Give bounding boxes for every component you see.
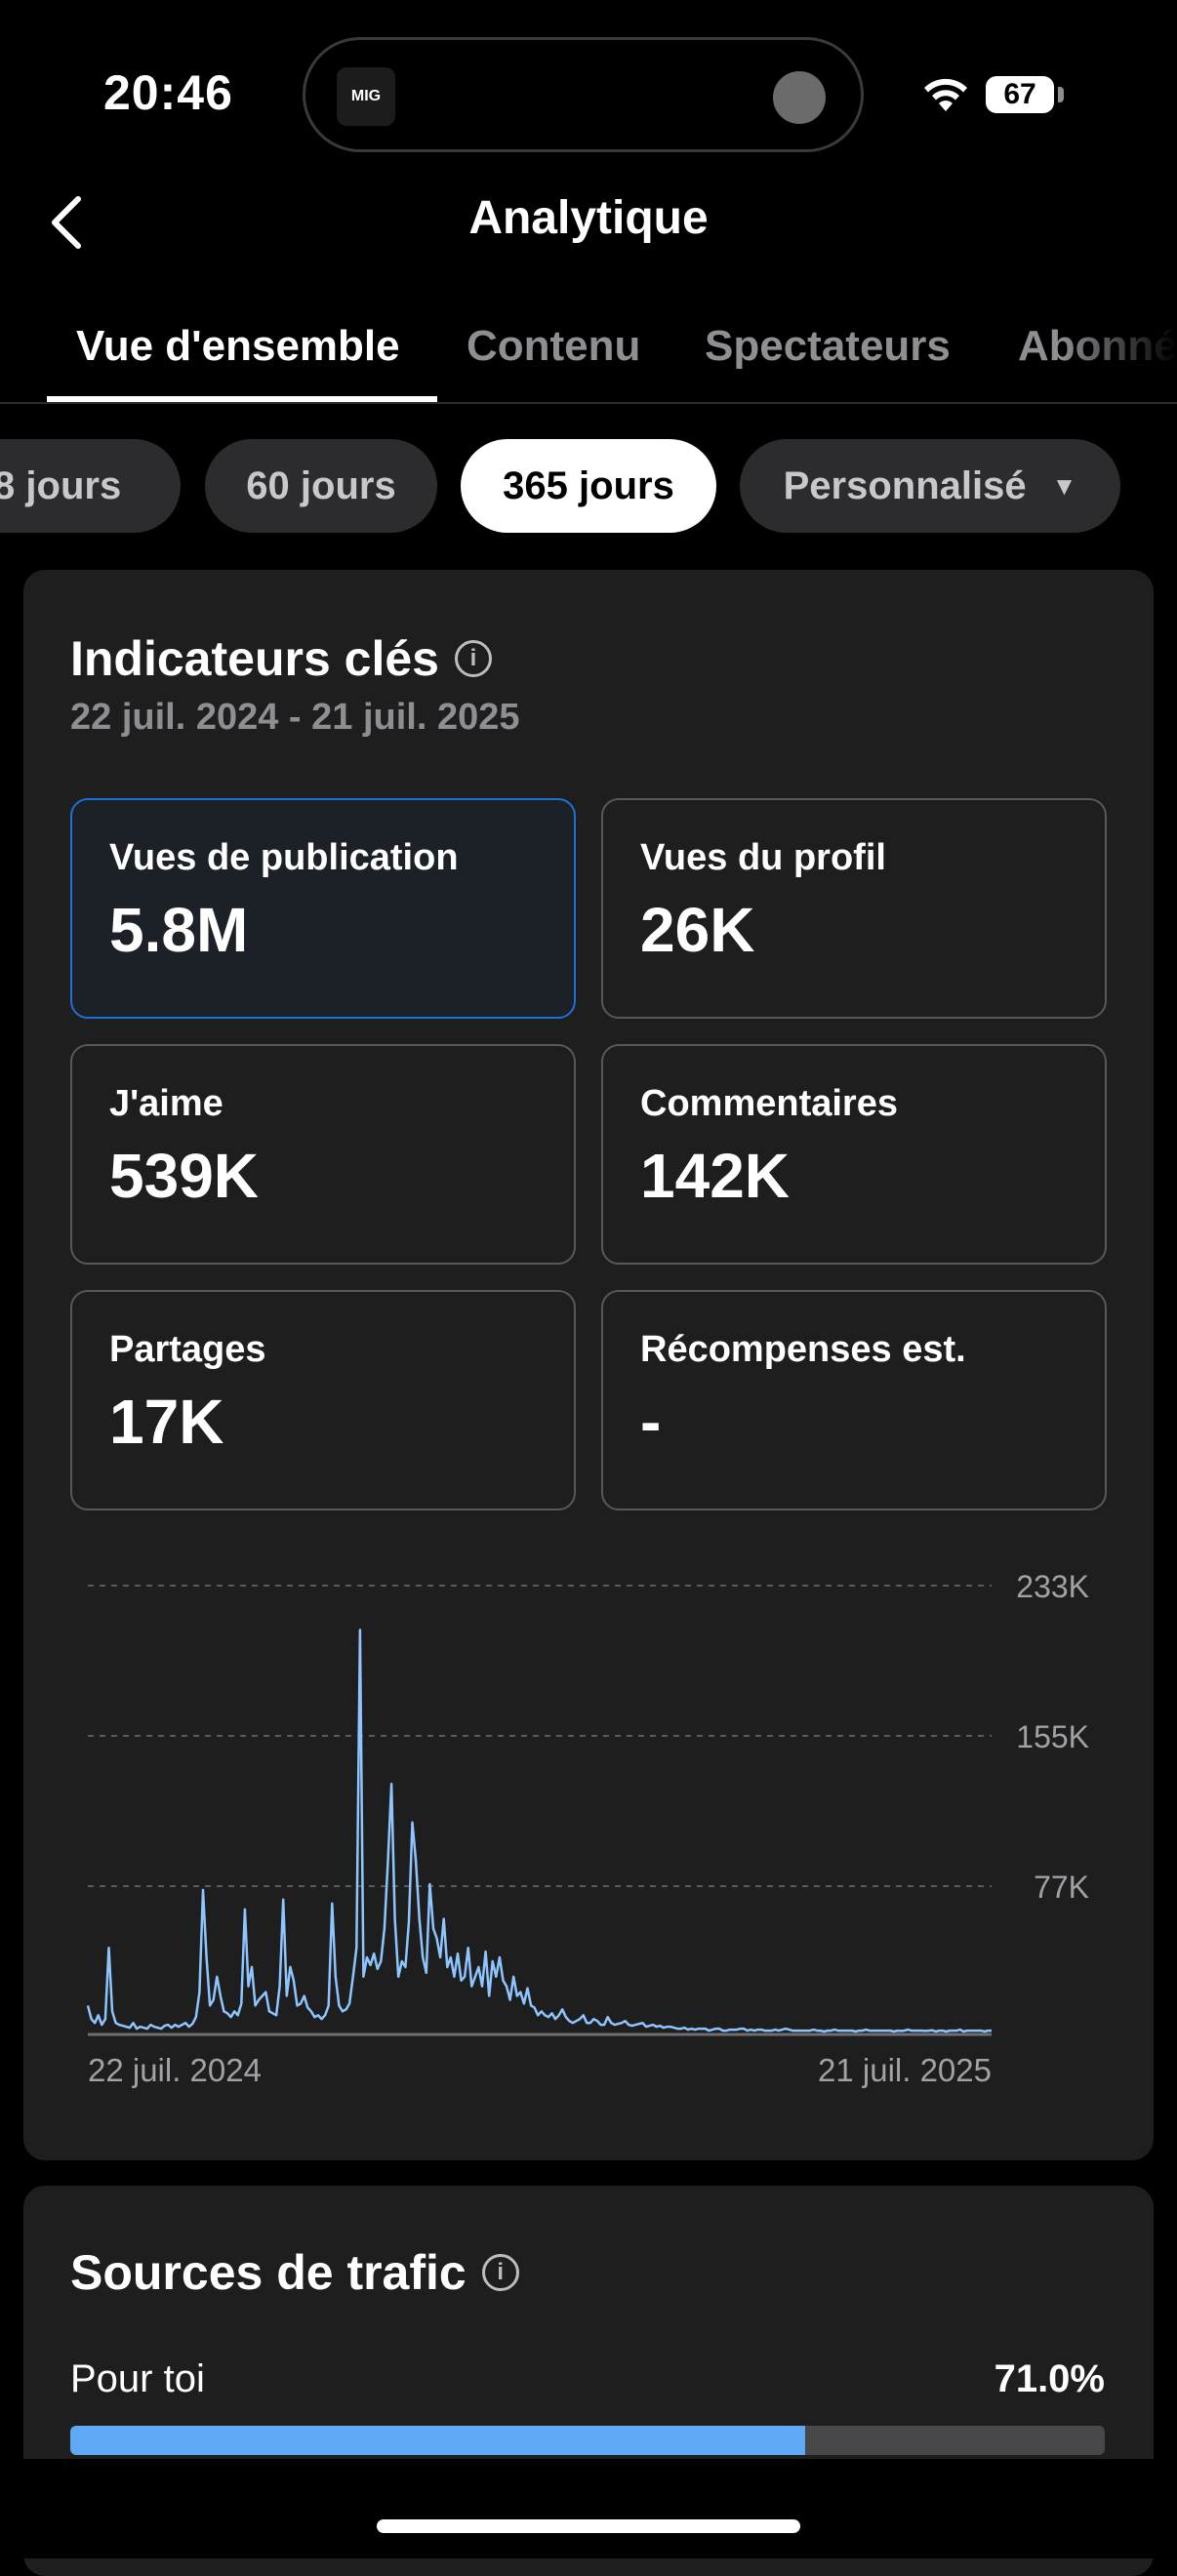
album-art-icon: MIG [337,67,395,126]
tab-content[interactable]: Contenu [467,322,641,370]
key-indicators-title-text: Indicateurs clés [70,631,439,686]
chip-28-days[interactable]: 28 jours [0,439,181,533]
chip-custom[interactable]: Personnalisé ▼ [740,439,1120,533]
chart-series-line [86,1629,992,2033]
metric-value: 17K [109,1387,224,1457]
chip-365-days[interactable]: 365 jours [461,439,716,533]
traffic-sources-title-text: Sources de trafic [70,2245,467,2300]
dynamic-island[interactable]: MIG [303,37,864,152]
chip-60-days[interactable]: 60 jours [205,439,437,533]
chart-x-tick-label: 22 juil. 2024 [88,2052,262,2088]
metric-label: Récompenses est. [640,1329,966,1370]
traffic-source-percent: 71.0% [994,2357,1105,2400]
info-icon[interactable]: i [481,2254,519,2291]
page-title: Analytique [468,192,709,244]
chart-y-tick-label: 233K [1016,1569,1089,1604]
views-chart-svg: 233K 155K 77K 22 juil. 2024 21 juil. 2025 [86,1569,1089,2088]
traffic-bar-fill [70,2426,805,2455]
caret-down-icon: ▼ [1051,470,1077,501]
metric-value: 26K [640,895,755,965]
tabs-fade [1060,283,1177,402]
tab-bar: Vue d'ensemble Contenu Spectateurs Abonn… [0,283,1177,404]
traffic-bar-track [70,2426,1105,2455]
metric-value: 539K [109,1141,259,1211]
info-icon[interactable]: i [454,640,492,677]
chart-y-tick-label: 155K [1016,1719,1089,1754]
key-indicators-card: Indicateurs clés i 22 juil. 2024 - 21 ju… [23,570,1154,2160]
metric-post-views[interactable]: Vues de publication 5.8M [70,798,576,1019]
metric-value: 142K [640,1141,790,1211]
metric-likes[interactable]: J'aime 539K [70,1044,576,1265]
wifi-icon [924,78,967,111]
chevron-left-icon[interactable] [43,191,92,254]
chart-y-tick-label: 77K [1034,1870,1089,1905]
home-indicator[interactable] [377,2519,800,2533]
period-selector: 28 jours 60 jours 365 jours Personnalisé… [0,439,1177,535]
traffic-sources-title: Sources de trafic i [70,2244,519,2301]
date-range: 22 juil. 2024 - 21 juil. 2025 [70,697,520,738]
metric-shares[interactable]: Partages 17K [70,1290,576,1510]
metric-profile-views[interactable]: Vues du profil 26K [601,798,1107,1019]
audio-indicator-icon [773,71,826,124]
battery-icon: 67 [986,76,1054,113]
metric-label: Partages [109,1329,266,1370]
metric-label: Commentaires [640,1083,898,1124]
metric-label: J'aime [109,1083,223,1124]
metric-value: 5.8M [109,895,249,965]
tab-active-indicator [47,396,437,402]
chart-x-tick-label: 21 juil. 2025 [818,2052,992,2088]
metric-value: - [640,1387,662,1457]
metric-label: Vues de publication [109,837,459,878]
views-chart[interactable]: 233K 155K 77K 22 juil. 2024 21 juil. 2025 [23,1546,1154,2151]
status-time: 20:46 [103,65,233,120]
metric-label: Vues du profil [640,837,886,878]
metric-rewards[interactable]: Récompenses est. - [601,1290,1107,1510]
metric-comments[interactable]: Commentaires 142K [601,1044,1107,1265]
chip-custom-label: Personnalisé [783,463,1027,507]
tab-overview[interactable]: Vue d'ensemble [76,322,400,370]
bottom-safe-area [0,2459,1177,2558]
key-indicators-title: Indicateurs clés i [70,630,492,687]
battery-cap [1058,87,1064,102]
traffic-source-label: Pour toi [70,2357,205,2400]
tab-viewers[interactable]: Spectateurs [705,322,951,370]
status-bar: 20:46 MIG 67 [0,0,1177,176]
